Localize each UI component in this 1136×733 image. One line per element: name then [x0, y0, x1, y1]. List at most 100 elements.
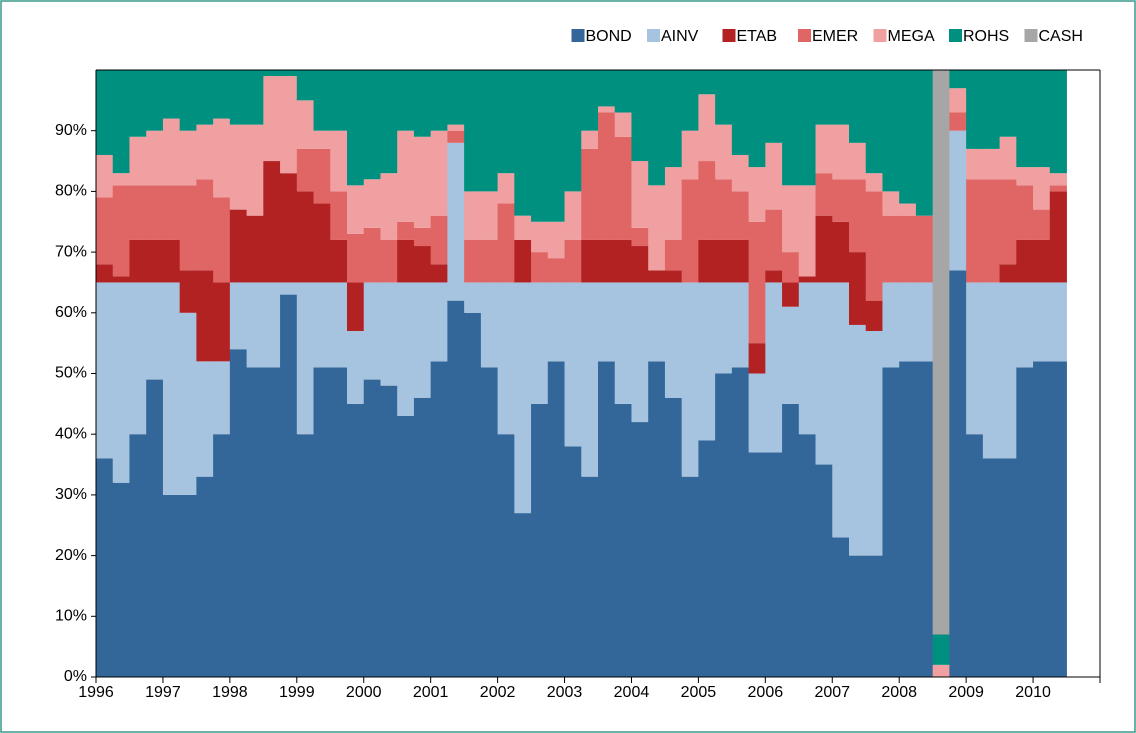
- area-segment: [681, 130, 699, 180]
- area-segment: [698, 94, 716, 162]
- y-tick-label: 10%: [55, 608, 87, 625]
- area-segment: [296, 148, 314, 192]
- area-segment: [397, 130, 415, 222]
- area-segment: [246, 367, 264, 677]
- area-segment: [999, 458, 1017, 677]
- area-segment: [263, 161, 281, 283]
- area-segment: [899, 215, 917, 283]
- area-segment: [447, 130, 465, 143]
- area-segment: [949, 112, 967, 131]
- area-segment: [296, 434, 314, 677]
- y-tick-label: 50%: [55, 365, 87, 382]
- area-segment: [999, 136, 1017, 180]
- area-segment: [932, 70, 950, 635]
- area-segment: [263, 282, 281, 368]
- area-segment: [681, 179, 699, 283]
- area-segment: [798, 185, 816, 277]
- area-segment: [330, 282, 348, 368]
- area-segment: [999, 264, 1017, 283]
- area-segment: [1016, 70, 1034, 168]
- area-segment: [347, 403, 365, 677]
- area-segment: [949, 70, 967, 89]
- area-segment: [413, 397, 432, 677]
- area-segment: [715, 239, 733, 283]
- area-segment: [196, 179, 214, 271]
- area-segment: [999, 282, 1017, 459]
- area-segment: [648, 185, 666, 271]
- area-segment: [96, 70, 114, 155]
- area-segment: [514, 70, 532, 216]
- area-segment: [480, 70, 498, 192]
- area-segment: [464, 191, 482, 240]
- area-segment: [347, 70, 365, 186]
- area-segment: [849, 179, 867, 253]
- area-segment: [731, 367, 749, 677]
- x-tick-label: 2003: [547, 684, 583, 701]
- area-segment: [1049, 70, 1067, 174]
- legend-swatch: [1024, 29, 1038, 42]
- area-segment: [330, 70, 348, 131]
- area-segment: [497, 173, 515, 204]
- area-segment: [464, 312, 482, 677]
- area-segment: [614, 112, 632, 137]
- area-segment: [162, 494, 181, 677]
- area-segment: [631, 282, 649, 423]
- legend-swatch: [722, 29, 736, 42]
- area-segment: [715, 282, 733, 374]
- area-segment: [313, 148, 331, 204]
- area-segment: [347, 233, 365, 283]
- area-segment: [849, 555, 867, 677]
- area-segment: [430, 70, 448, 131]
- area-segment: [347, 282, 365, 332]
- area-segment: [447, 70, 465, 125]
- area-segment: [564, 239, 582, 283]
- area-segment: [146, 185, 164, 240]
- area-segment: [296, 100, 314, 149]
- area-segment: [263, 76, 281, 162]
- x-tick-label: 2007: [814, 684, 850, 701]
- area-segment: [782, 306, 800, 404]
- area-segment: [782, 282, 800, 307]
- area-segment: [865, 191, 883, 301]
- area-segment: [966, 70, 984, 149]
- area-segment: [731, 239, 749, 283]
- area-segment: [664, 270, 683, 283]
- area-segment: [1033, 167, 1051, 210]
- area-segment: [798, 276, 816, 283]
- area-segment: [715, 373, 733, 677]
- x-tick-label: 1996: [78, 684, 114, 701]
- area-segment: [915, 282, 934, 362]
- area-segment: [547, 361, 565, 677]
- area-segment: [882, 215, 900, 283]
- area-segment: [430, 361, 448, 677]
- area-segment: [213, 434, 231, 677]
- area-segment: [681, 282, 699, 477]
- area-segment: [397, 70, 415, 131]
- area-segment: [1016, 239, 1034, 283]
- area-segment: [129, 185, 147, 240]
- area-segment: [564, 191, 582, 240]
- x-tick-label: 2009: [948, 684, 984, 701]
- area-segment: [313, 130, 331, 149]
- area-segment: [648, 70, 666, 186]
- area-segment: [798, 434, 816, 677]
- area-segment: [631, 161, 649, 228]
- legend-label: EMER: [812, 28, 858, 45]
- x-tick-label: 2001: [413, 684, 449, 701]
- area-segment: [765, 282, 783, 453]
- x-tick-label: 1997: [145, 684, 181, 701]
- area-segment: [614, 403, 632, 677]
- area-segment: [849, 70, 867, 143]
- area-segment: [982, 148, 1000, 180]
- area-segment: [581, 70, 599, 131]
- area-segment: [96, 154, 114, 198]
- area-segment: [280, 70, 298, 77]
- area-segment: [162, 185, 181, 240]
- area-segment: [112, 185, 130, 277]
- area-segment: [631, 422, 649, 677]
- area-segment: [748, 70, 766, 168]
- area-segment: [815, 215, 833, 283]
- area-segment: [413, 227, 432, 247]
- area-segment: [849, 142, 867, 180]
- area-segment: [1033, 361, 1051, 677]
